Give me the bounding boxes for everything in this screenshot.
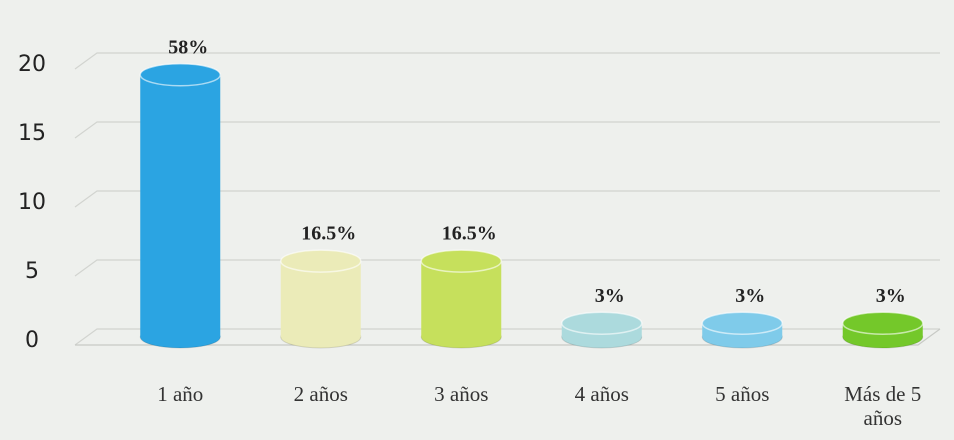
bar-top <box>420 249 502 273</box>
bar <box>421 261 502 337</box>
x-tick-label: 5 años <box>715 382 770 406</box>
x-tick-label: 2 años <box>293 382 348 406</box>
grid-line <box>74 52 940 70</box>
x-tick-label: 3 años <box>434 382 489 406</box>
y-tick-label: 20 <box>18 52 46 77</box>
data-label: 16.5% <box>301 223 356 245</box>
bar-top <box>561 311 643 335</box>
floor <box>75 328 941 346</box>
data-label: 16.5% <box>442 223 497 245</box>
bar-top <box>842 311 924 335</box>
grid-line <box>74 328 940 346</box>
y-tick-label: 5 <box>25 259 39 284</box>
bar-top <box>280 249 362 273</box>
grid-line <box>74 259 940 277</box>
data-label: 58% <box>168 36 208 58</box>
y-tick-label: 10 <box>18 190 46 215</box>
y-tick-label: 15 <box>18 121 46 146</box>
bar <box>280 261 361 337</box>
data-label: 3% <box>735 285 765 307</box>
grid-line <box>74 190 940 208</box>
data-label: 3% <box>595 285 625 307</box>
bar-top <box>701 311 783 335</box>
grid-line <box>74 121 940 139</box>
data-label: 3% <box>876 285 906 307</box>
y-tick-label: 0 <box>25 328 39 353</box>
bar <box>140 74 221 338</box>
x-tick-label: 4 años <box>574 382 629 406</box>
x-tick-label: 1 año <box>157 382 204 406</box>
bar-top <box>139 63 221 87</box>
x-tick-label: Más de 5 años <box>844 382 922 430</box>
